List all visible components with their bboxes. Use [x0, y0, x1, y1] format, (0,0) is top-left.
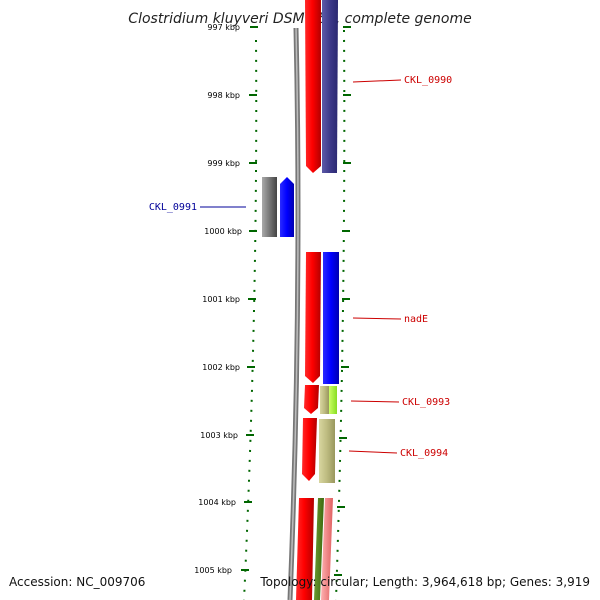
tick-marks	[241, 26, 351, 576]
gene-green-bottom	[314, 498, 324, 600]
leader-nade	[352, 317, 402, 320]
leader-ckl0993	[350, 400, 400, 403]
gene-ckl0991-gray	[262, 177, 277, 237]
accession-text: Accession: NC_009706	[9, 575, 145, 589]
tick-label: 999 kbp	[207, 159, 240, 168]
topology-text: Topology: circular; Length: 3,964,618 bp…	[259, 575, 590, 589]
gene-nade	[323, 252, 339, 384]
tick-label: 1000 kbp	[204, 227, 242, 236]
map-title: Clostridium kluyveri DSM 555, complete g…	[128, 11, 471, 27]
gene-red-0994	[302, 418, 317, 481]
tick-label: 1002 kbp	[202, 363, 240, 372]
leader-ckl0994	[348, 450, 398, 454]
tick-label: 1005 kbp	[194, 566, 232, 575]
label-nade[interactable]: nadE	[404, 314, 428, 325]
gene-ckl0993-olive	[320, 386, 329, 414]
tick-label: 997 kbp	[207, 23, 240, 32]
gene-ckl0991	[280, 177, 294, 237]
label-ckl0993[interactable]: CKL_0993	[402, 397, 450, 408]
leader-ckl0990	[352, 79, 402, 83]
tick-label: 998 kbp	[207, 91, 240, 100]
gene-red-bottom	[296, 498, 314, 600]
tick-label: 1003 kbp	[200, 431, 238, 440]
label-ckl0991[interactable]: CKL_0991	[149, 202, 197, 213]
gene-ckl0993	[329, 386, 337, 414]
gene-pink-bottom	[321, 498, 333, 600]
ring-dotted-left	[243, 39, 258, 600]
gene-ckl0990	[322, 0, 338, 173]
genome-backbone-highlight	[289, 27, 299, 600]
label-ckl0994[interactable]: CKL_0994	[400, 448, 448, 459]
gene-ckl0994	[319, 419, 335, 483]
gene-red-mid	[305, 252, 321, 383]
tick-label: 1001 kbp	[202, 295, 240, 304]
label-ckl0990[interactable]: CKL_0990	[404, 75, 452, 86]
tick-label: 1004 kbp	[198, 498, 236, 507]
gene-red-top	[305, 0, 321, 173]
gene-red-0993	[304, 385, 319, 414]
